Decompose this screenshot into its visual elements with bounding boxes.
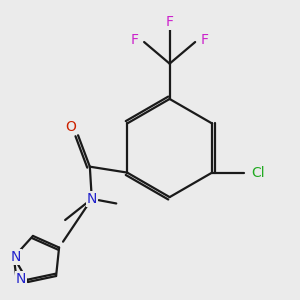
Text: O: O (66, 120, 76, 134)
Text: N: N (87, 192, 97, 206)
Text: Cl: Cl (252, 166, 265, 180)
Text: F: F (130, 33, 138, 47)
Text: N: N (16, 272, 26, 286)
Text: F: F (166, 15, 174, 28)
Text: N: N (11, 250, 21, 264)
Text: F: F (201, 33, 209, 47)
